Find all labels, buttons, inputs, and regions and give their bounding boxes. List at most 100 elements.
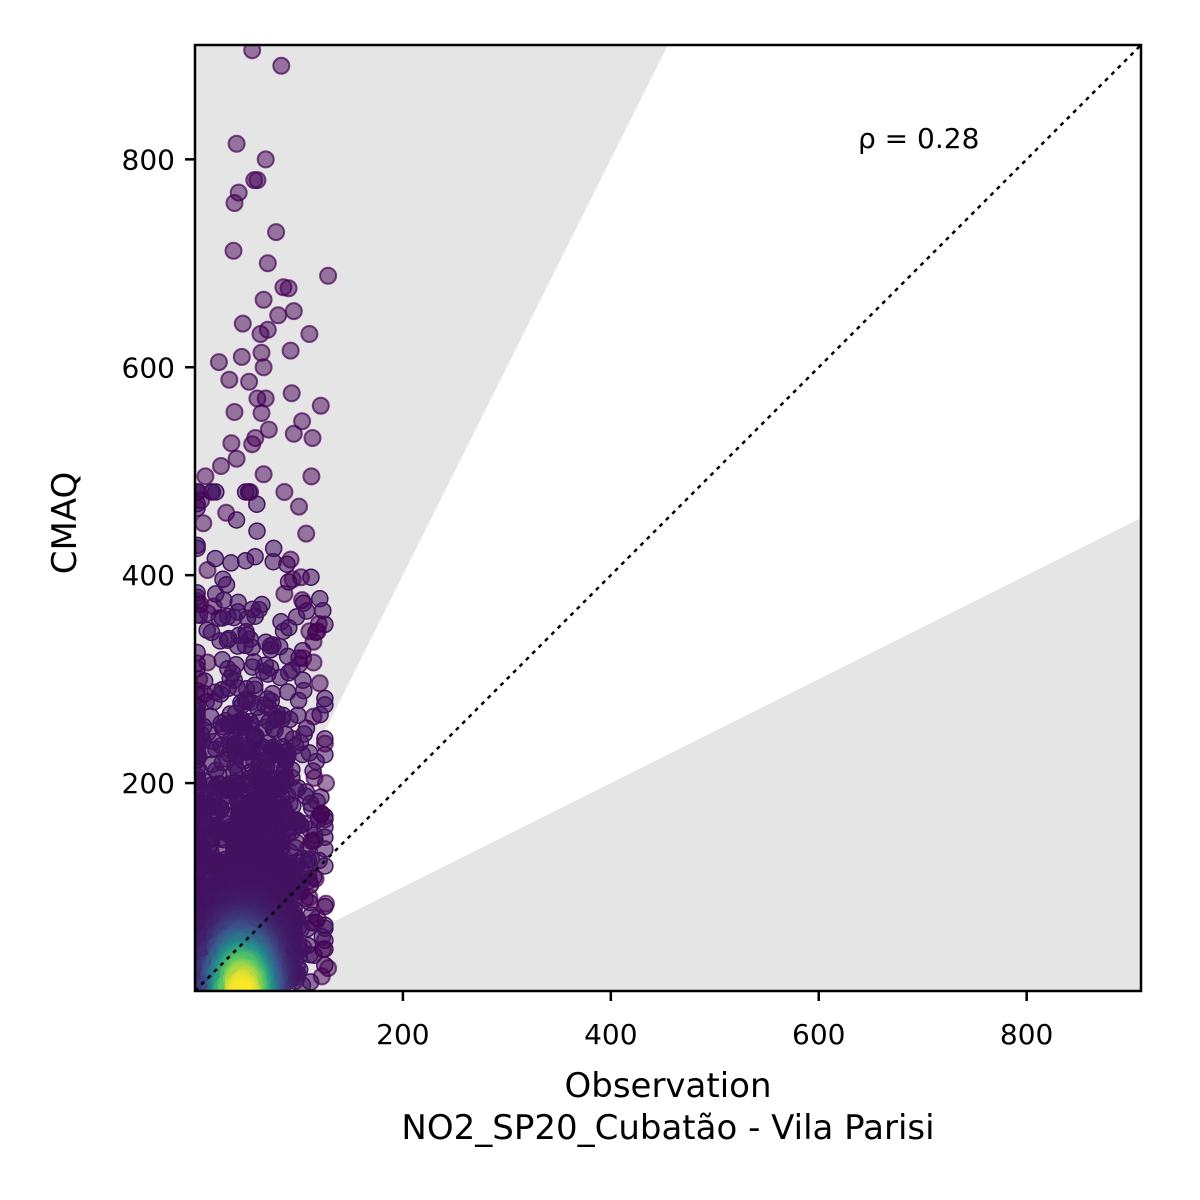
data-point bbox=[272, 56, 291, 75]
data-point bbox=[256, 389, 275, 408]
x-axis-sublabel: NO2_SP20_Cubatão - Vila Parisi bbox=[401, 1108, 934, 1148]
data-point bbox=[248, 171, 267, 190]
y-axis-label: CMAQ bbox=[45, 472, 85, 575]
density-point bbox=[259, 665, 277, 683]
data-point bbox=[240, 372, 259, 391]
y-tick-label: 800 bbox=[122, 143, 175, 176]
data-point bbox=[279, 279, 298, 298]
density-point bbox=[222, 554, 240, 572]
data-point bbox=[241, 483, 260, 501]
data-point bbox=[195, 491, 211, 510]
data-point bbox=[303, 429, 322, 447]
data-point bbox=[302, 832, 321, 851]
data-point bbox=[311, 805, 330, 824]
data-point bbox=[292, 568, 310, 587]
data-point bbox=[293, 591, 312, 610]
data-point bbox=[313, 940, 332, 959]
density-point bbox=[228, 637, 247, 655]
data-point bbox=[304, 653, 323, 672]
data-point bbox=[302, 467, 321, 486]
plot-area bbox=[195, 45, 1141, 991]
data-point bbox=[304, 707, 323, 726]
data-point bbox=[198, 561, 217, 579]
data-point bbox=[310, 674, 329, 693]
lower-shaded-band bbox=[195, 518, 1141, 991]
density-point bbox=[264, 552, 282, 571]
x-tick-label: 800 bbox=[1000, 1018, 1053, 1051]
data-point bbox=[300, 325, 319, 343]
data-point bbox=[212, 457, 230, 475]
data-point bbox=[300, 888, 319, 907]
plot-frame bbox=[193, 43, 1143, 993]
data-point bbox=[293, 412, 312, 431]
density-points-layer bbox=[195, 483, 334, 991]
data-point bbox=[315, 734, 334, 753]
data-point bbox=[281, 550, 300, 569]
x-axis-label: Observation bbox=[564, 1066, 771, 1106]
data-point bbox=[243, 45, 262, 60]
one-to-one-line bbox=[195, 45, 1141, 991]
density-point bbox=[289, 691, 308, 710]
data-point bbox=[259, 420, 278, 439]
data-point bbox=[243, 435, 262, 454]
data-point bbox=[222, 434, 241, 453]
data-point bbox=[254, 358, 273, 377]
data-point bbox=[282, 384, 301, 403]
density-point bbox=[236, 551, 255, 570]
data-point bbox=[256, 150, 275, 169]
density-point bbox=[207, 483, 225, 501]
data-point bbox=[198, 653, 217, 672]
data-point bbox=[204, 597, 223, 616]
y-tick-label: 400 bbox=[122, 559, 175, 592]
x-tick-label: 200 bbox=[376, 1018, 429, 1051]
data-point bbox=[275, 483, 294, 501]
correlation-annotation: ρ = 0.28 bbox=[858, 122, 979, 155]
data-point bbox=[308, 909, 327, 928]
y-tick-label: 600 bbox=[122, 351, 175, 384]
data-point bbox=[195, 514, 213, 533]
density-point bbox=[293, 745, 312, 764]
data-point bbox=[227, 449, 246, 468]
x-axis-ticks: 200 400 600 800 bbox=[376, 991, 1053, 1051]
data-point bbox=[252, 343, 271, 362]
density-point bbox=[195, 539, 206, 557]
data-point bbox=[227, 134, 246, 153]
y-tick-label: 200 bbox=[122, 767, 175, 800]
data-point bbox=[232, 347, 251, 366]
data-point bbox=[267, 223, 286, 242]
data-point bbox=[195, 670, 209, 689]
data-point bbox=[195, 684, 214, 703]
data-point bbox=[312, 967, 331, 986]
density-point bbox=[261, 641, 280, 659]
data-point bbox=[304, 632, 323, 651]
data-point bbox=[317, 894, 335, 913]
data-point bbox=[254, 465, 273, 484]
data-point bbox=[252, 404, 271, 422]
data-point bbox=[275, 584, 294, 603]
data-point bbox=[319, 266, 338, 285]
data-point bbox=[209, 353, 228, 372]
y-axis-ticks: 200 400 600 800 bbox=[122, 143, 195, 800]
data-point bbox=[306, 869, 325, 888]
density-point bbox=[274, 622, 293, 640]
data-point bbox=[317, 774, 335, 793]
x-tick-label: 400 bbox=[584, 1018, 637, 1051]
data-point bbox=[258, 254, 277, 273]
x-tick-label: 600 bbox=[792, 1018, 845, 1051]
data-point bbox=[290, 497, 308, 516]
data-point bbox=[311, 396, 330, 415]
data-point bbox=[297, 524, 316, 543]
data-point bbox=[251, 325, 270, 343]
data-point bbox=[225, 403, 244, 421]
outlier-points-layer bbox=[195, 45, 338, 986]
data-point bbox=[224, 241, 243, 260]
data-point bbox=[217, 503, 236, 522]
data-point bbox=[196, 467, 215, 486]
data-point bbox=[233, 314, 252, 333]
data-point bbox=[220, 370, 239, 389]
density-point bbox=[248, 522, 266, 540]
data-point bbox=[281, 341, 300, 360]
data-point bbox=[284, 424, 303, 443]
data-point bbox=[269, 306, 288, 325]
